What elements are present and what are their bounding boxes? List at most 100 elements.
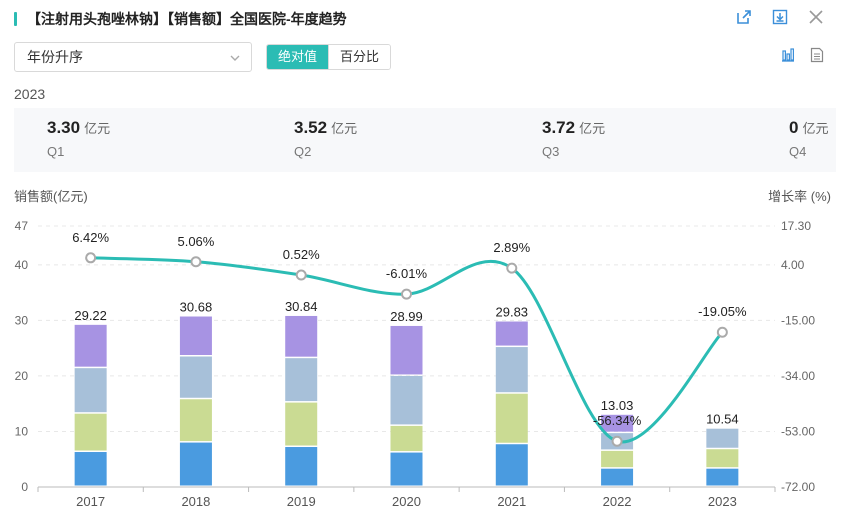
bar-segment <box>601 414 634 432</box>
x-tick-label: 2020 <box>392 494 421 509</box>
bar-segment <box>495 444 528 486</box>
bar-segment <box>74 324 107 367</box>
y-tick-label: 47 <box>15 219 29 233</box>
quarter-card-q2: 3.52 亿元 Q2 <box>294 118 357 159</box>
growth-point <box>506 262 518 274</box>
bar-segment <box>74 368 107 413</box>
x-tick-label: 2018 <box>181 494 210 509</box>
growth-label: 5.06% <box>177 234 214 249</box>
bar-segment <box>495 393 528 443</box>
quarter-summary: 3.30 亿元 Q1 3.52 亿元 Q2 3.72 亿元 Q3 0 亿元 Q4 <box>14 108 836 172</box>
bar-segment <box>74 452 107 486</box>
bar-segment <box>601 468 634 486</box>
y-tick-label: 30 <box>15 313 29 327</box>
y-axis-title: 销售额(亿元) <box>14 189 88 204</box>
bar-chart-icon[interactable] <box>780 47 796 68</box>
sort-select-value: 年份升序 <box>27 49 83 65</box>
bar-segment <box>390 425 423 452</box>
bar-total-label: 13.03 <box>601 398 634 413</box>
growth-label: 6.42% <box>72 230 109 245</box>
quarter-value: 3.52 <box>294 118 328 137</box>
x-tick-label: 2021 <box>497 494 526 509</box>
download-icon[interactable] <box>771 8 789 26</box>
close-icon[interactable] <box>807 8 825 26</box>
quarter-card-q1: 3.30 亿元 Q1 <box>47 118 110 159</box>
value-mode-toggle: 绝对值 百分比 <box>266 44 392 70</box>
table-icon[interactable] <box>810 47 824 68</box>
quarter-value: 3.72 <box>542 118 576 137</box>
bar-segment <box>285 402 318 446</box>
quarter-unit: 亿元 <box>84 121 111 136</box>
growth-point <box>295 269 307 281</box>
growth-label: 2.89% <box>493 240 530 255</box>
bar-total-label: 28.99 <box>390 309 423 324</box>
quarter-unit: 亿元 <box>579 121 606 136</box>
x-tick-label: 2017 <box>76 494 105 509</box>
growth-point <box>85 252 97 264</box>
y2-tick-label: -34.00 <box>781 369 815 383</box>
bar-segment <box>390 452 423 486</box>
bar-segment <box>390 325 423 375</box>
chevron-down-icon <box>229 51 241 67</box>
quarter-name: Q1 <box>47 144 65 159</box>
bar-total-label: 30.84 <box>285 299 318 314</box>
title-bar: 【注射用头孢唑林钠】【销售额】全国医院-年度趋势 <box>14 8 347 30</box>
percentage-button[interactable]: 百分比 <box>328 45 391 69</box>
quarter-value: 0 <box>789 118 799 137</box>
bar-segment <box>285 358 318 402</box>
growth-point <box>716 326 728 338</box>
y-tick-label: 20 <box>15 369 29 383</box>
y2-tick-label: -15.00 <box>781 313 815 327</box>
summary-year: 2023 <box>14 86 46 102</box>
bar-segment <box>601 450 634 468</box>
growth-point <box>401 288 412 300</box>
y-tick-label: 0 <box>21 480 28 494</box>
x-tick-label: 2022 <box>603 494 632 509</box>
export-icon[interactable] <box>735 8 753 26</box>
growth-label: -56.34% <box>593 413 642 428</box>
bar-segment <box>390 375 423 425</box>
quarter-card-q4: 0 亿元 Q4 <box>789 118 828 159</box>
bar-segment <box>179 442 212 486</box>
growth-label: -19.05% <box>698 304 747 319</box>
y-tick-label: 10 <box>15 424 29 438</box>
growth-point <box>611 435 623 447</box>
quarter-name: Q2 <box>294 144 312 159</box>
bar-segment <box>179 316 212 355</box>
bar-segment <box>179 399 212 442</box>
bar-segment <box>285 447 318 486</box>
quarter-card-q3: 3.72 亿元 Q3 <box>542 118 605 159</box>
growth-label: -6.01% <box>386 266 428 281</box>
quarter-name: Q4 <box>789 144 807 159</box>
growth-label: 0.52% <box>283 247 320 262</box>
y2-tick-label: -53.00 <box>781 424 815 438</box>
page-title: 【注射用头孢唑林钠】【销售额】全国医院-年度趋势 <box>27 11 347 27</box>
x-tick-label: 2023 <box>708 494 737 509</box>
y2-tick-label: 17.30 <box>781 219 811 233</box>
y-tick-label: 40 <box>15 258 29 272</box>
bar-segment <box>179 356 212 398</box>
y2-tick-label: -72.00 <box>781 480 815 494</box>
bar-segment <box>74 413 107 451</box>
absolute-value-button[interactable]: 绝对值 <box>267 45 329 69</box>
bar-total-label: 29.83 <box>496 305 529 320</box>
quarter-name: Q3 <box>542 144 560 159</box>
bar-segment <box>285 315 318 357</box>
bar-total-label: 30.68 <box>180 300 213 315</box>
bar-segment <box>601 433 634 450</box>
bar-total-label: 29.22 <box>74 308 107 323</box>
y2-axis-title: 增长率 (%) <box>768 189 831 204</box>
bar-segment <box>495 321 528 346</box>
bar-segment <box>706 449 739 468</box>
quarter-unit: 亿元 <box>331 121 358 136</box>
bar-segment <box>706 428 739 448</box>
title-accent <box>14 12 17 26</box>
top-actions <box>735 8 825 26</box>
quarter-unit: 亿元 <box>802 121 829 136</box>
view-switcher <box>780 47 824 68</box>
sort-select[interactable]: 年份升序 <box>14 42 252 72</box>
bar-segment <box>495 347 528 393</box>
growth-point <box>190 256 202 268</box>
quarter-value: 3.30 <box>47 118 81 137</box>
